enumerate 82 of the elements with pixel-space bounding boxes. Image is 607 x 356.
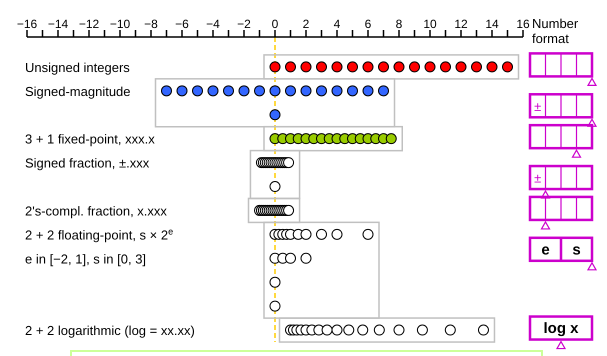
point	[456, 61, 466, 72]
x-tick-label: −12	[78, 17, 100, 31]
point	[316, 85, 327, 96]
y-tick-label: 2 + 2 logarithmic (log = xx.xx)	[25, 323, 195, 338]
point	[332, 61, 342, 72]
x-tick-label: 14	[485, 17, 499, 31]
x-tick-label: −6	[175, 17, 190, 31]
point	[343, 324, 354, 336]
point	[223, 85, 234, 96]
x-tick-label: 12	[454, 17, 468, 31]
y-tick-label: 2 + 2 floating-point, s × 2$^{e}$	[25, 226, 174, 242]
point	[378, 61, 389, 72]
point	[316, 228, 327, 240]
x-tick-label: 2	[302, 17, 310, 31]
y-tick-label: e in [−2, 1], s in [0, 3]	[25, 251, 146, 266]
y-tick-label: 3 + 1 fixed-point, xxx.x	[25, 132, 156, 147]
point	[270, 61, 280, 72]
x-tick-label: 0	[272, 17, 279, 31]
point	[362, 85, 374, 96]
text: Number format	[532, 16, 580, 46]
point	[374, 324, 385, 336]
point	[285, 61, 296, 72]
point	[486, 61, 498, 72]
y-tick-label: Signed fraction, ±.xxx	[25, 156, 150, 171]
point	[300, 252, 312, 264]
x-tick-label: −10	[110, 17, 130, 31]
x-tick-label: −14	[48, 17, 68, 31]
y-tick-label: Signed-magnitude	[25, 84, 131, 99]
point	[300, 61, 312, 72]
point	[394, 324, 404, 336]
x-tick-label: 16	[516, 17, 530, 31]
point	[332, 85, 342, 96]
x-tick-label: 4	[334, 17, 341, 31]
point	[176, 85, 188, 96]
point	[192, 85, 203, 96]
y-tick-label: 2's-compl. fraction, x.xxx	[25, 203, 168, 218]
point	[502, 61, 513, 72]
point	[347, 85, 358, 96]
point	[332, 324, 342, 336]
point	[347, 61, 358, 72]
text: e	[541, 241, 550, 258]
point	[300, 85, 312, 96]
point	[416, 324, 428, 336]
point	[285, 85, 296, 96]
point	[394, 61, 404, 72]
text: s	[572, 241, 581, 258]
point	[270, 276, 280, 288]
point	[270, 109, 280, 120]
point	[322, 324, 333, 336]
point	[285, 252, 296, 264]
point	[316, 61, 327, 72]
y-tick-label: Unsigned integers	[25, 60, 130, 75]
point	[254, 85, 265, 96]
x-tick-label: 8	[396, 17, 403, 31]
point	[409, 61, 420, 72]
x-tick-label: −4	[206, 17, 220, 31]
point	[386, 133, 397, 144]
point	[238, 85, 250, 96]
point	[357, 324, 368, 336]
text: log x	[543, 320, 580, 338]
point	[208, 85, 218, 96]
x-tick-label: −8	[144, 17, 158, 31]
point	[478, 324, 489, 336]
point	[270, 181, 280, 192]
text: ±	[534, 170, 542, 186]
point	[424, 61, 436, 72]
point	[471, 61, 482, 72]
x-tick-label: −16	[16, 17, 38, 31]
point	[378, 85, 389, 96]
point	[440, 61, 451, 72]
text: ±	[534, 98, 542, 114]
x-tick-label: 10	[423, 17, 437, 31]
point	[332, 228, 342, 240]
point	[161, 85, 172, 96]
point	[362, 61, 374, 72]
point	[362, 228, 374, 240]
x-tick-label: 6	[364, 17, 372, 31]
point	[444, 324, 456, 336]
point	[270, 300, 280, 312]
x-tick-label: −2	[237, 17, 252, 31]
point	[300, 228, 312, 240]
point	[270, 85, 280, 96]
